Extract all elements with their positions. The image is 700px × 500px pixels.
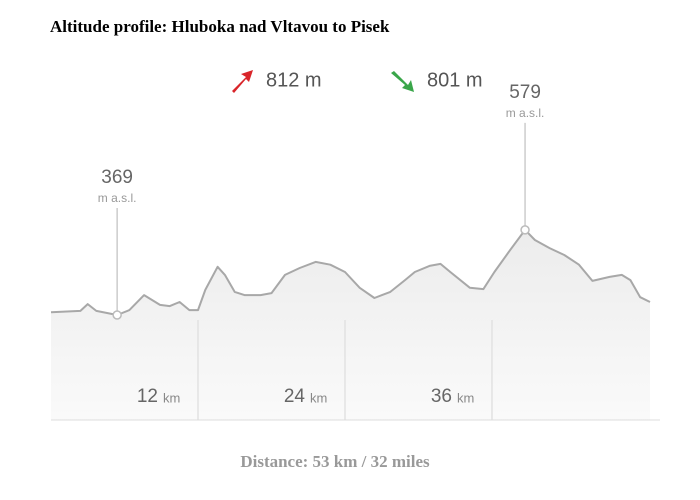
x-tick-unit: km (163, 390, 180, 405)
x-tick-unit: km (310, 390, 327, 405)
annotation-value: 579 (509, 82, 541, 103)
x-tick-label: 36 (431, 386, 452, 407)
footer: Distance: 53 km / 32 miles (240, 452, 430, 471)
x-tick-label: 12 (137, 386, 158, 407)
profile-line (50, 228, 651, 316)
ascent-icon (232, 70, 253, 93)
annotation-unit: m a.s.l. (506, 106, 545, 120)
descent: 801 m (427, 69, 483, 91)
x-tick-label: 24 (284, 386, 306, 407)
annotation-point (112, 310, 122, 320)
area-fill (51, 229, 650, 420)
plot: 12 km 24 km 36 km 369 m a.s.l. 579 m a.s.l. (50, 82, 651, 420)
x-tick-unit: km (457, 390, 474, 405)
ascent: 812 m (266, 69, 322, 91)
chart-title: Altitude profile: Hluboka nad Vltavou to… (50, 17, 390, 36)
annotation-value: 369 (101, 167, 133, 188)
annotation-unit: m a.s.l. (98, 191, 137, 205)
descent-icon (391, 71, 414, 92)
annotation-point (520, 225, 530, 235)
